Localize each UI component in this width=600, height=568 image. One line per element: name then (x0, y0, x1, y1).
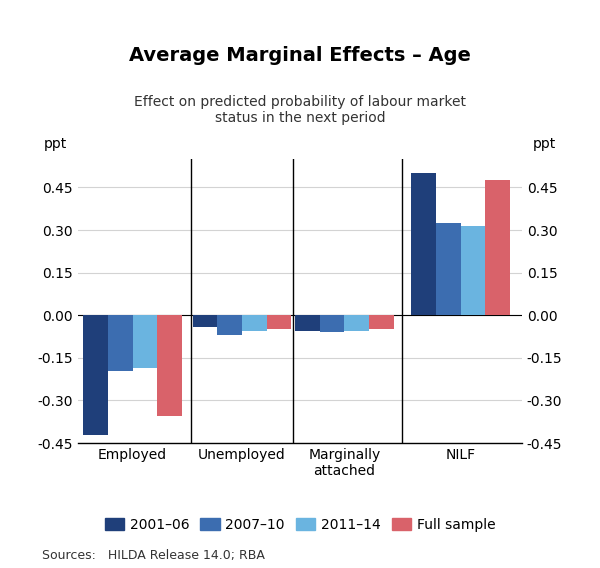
Bar (266, 315, 291, 329)
Bar (412, 173, 436, 315)
Bar (369, 315, 394, 329)
Text: Effect on predicted probability of labour market
status in the next period: Effect on predicted probability of labou… (134, 95, 466, 125)
Bar (157, 315, 182, 416)
Bar (217, 315, 242, 335)
Bar (320, 315, 344, 332)
Text: ppt: ppt (533, 137, 556, 151)
Bar (83, 315, 108, 435)
Bar (242, 315, 266, 331)
Text: Sources:   HILDA Release 14.0; RBA: Sources: HILDA Release 14.0; RBA (42, 549, 265, 562)
Text: ppt: ppt (44, 137, 67, 151)
Bar (485, 181, 510, 315)
Text: Average Marginal Effects – Age: Average Marginal Effects – Age (129, 47, 471, 65)
Bar (461, 226, 485, 315)
Bar (344, 315, 369, 331)
Bar (133, 315, 157, 368)
Bar (295, 315, 320, 331)
Bar (108, 315, 133, 371)
Bar (193, 315, 217, 327)
Legend: 2001–06, 2007–10, 2011–14, Full sample: 2001–06, 2007–10, 2011–14, Full sample (99, 512, 501, 537)
Bar (436, 223, 461, 315)
